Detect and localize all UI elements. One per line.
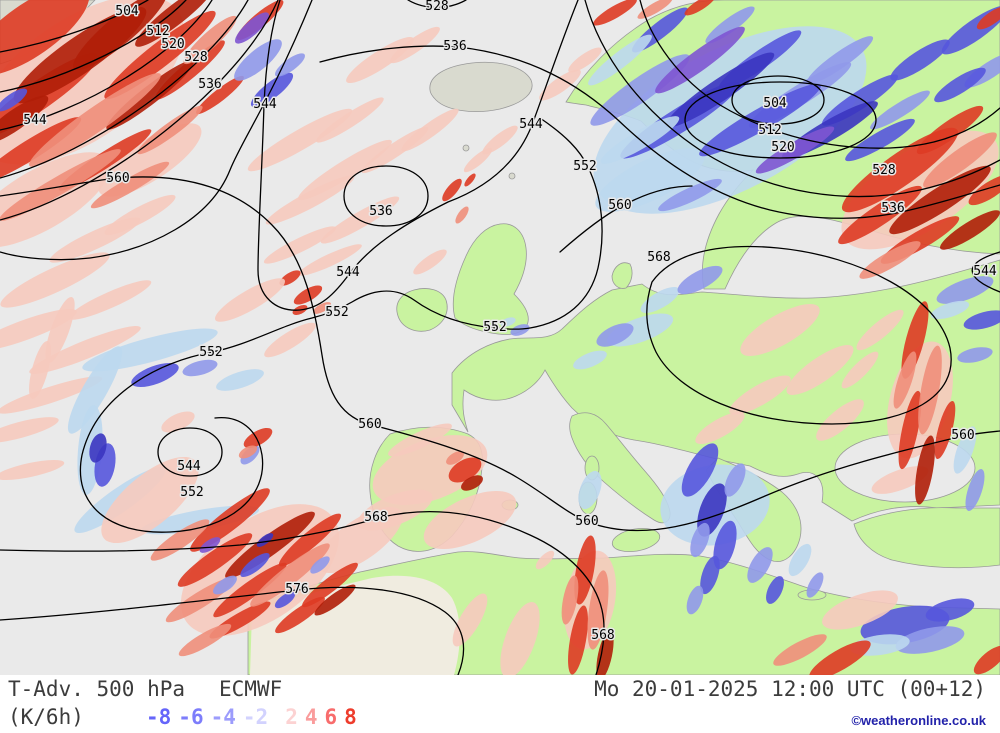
legend-value-2: 2 xyxy=(285,705,298,729)
contour-line-512 xyxy=(0,0,187,93)
contour-line-544-right xyxy=(971,251,1000,293)
contour-labels-layer: 5045125205285365445605285365445445525605… xyxy=(22,0,999,645)
legend-value-8: 8 xyxy=(344,705,357,729)
geopotential-contours xyxy=(0,0,1000,675)
land-iceland xyxy=(429,61,533,112)
color-scale-legend: -8 -6 -4 -2 2 4 6 8 xyxy=(146,705,357,729)
contour-label-544: 544 xyxy=(23,113,47,128)
land-turkey xyxy=(853,507,1000,569)
caption-bar: T-Adv. 500 hPa ECMWF (K/6h) -8 -6 -4 -2 2 4 6 8 … xyxy=(0,675,1000,733)
contour-line-576 xyxy=(0,586,465,675)
contour-label-552: 552 xyxy=(325,305,348,320)
contour-label-504: 504 xyxy=(763,96,787,111)
parameter-row: T-Adv. 500 hPa ECMWF xyxy=(8,677,282,701)
contour-label-568: 568 xyxy=(647,250,670,265)
legend-value-4: 4 xyxy=(304,705,318,729)
contour-label-536: 536 xyxy=(443,39,466,54)
contour-line-504-low xyxy=(731,75,825,125)
contour-line-568-south xyxy=(0,510,605,675)
contour-label-536: 536 xyxy=(198,77,221,92)
contour-label-512: 512 xyxy=(146,24,169,39)
copyright-link[interactable]: ©weatheronline.co.uk xyxy=(851,713,986,728)
contour-label-560: 560 xyxy=(106,171,129,186)
contour-line-552-spiral xyxy=(79,117,603,533)
contour-label-560: 560 xyxy=(575,514,598,529)
contour-label-544: 544 xyxy=(177,459,201,474)
contour-label-528: 528 xyxy=(872,163,895,178)
contour-label-520: 520 xyxy=(161,37,184,52)
legend-value-6: 6 xyxy=(324,705,338,729)
contour-label-544: 544 xyxy=(253,97,277,112)
contour-label-536: 536 xyxy=(881,201,904,216)
contour-line-512-low xyxy=(684,81,877,159)
land-faroe xyxy=(462,144,470,152)
contour-line-544-trough xyxy=(257,0,579,311)
contour-label-528: 528 xyxy=(425,0,448,14)
contour-line-560-north xyxy=(559,185,693,253)
contour-line-536-long xyxy=(319,45,1000,219)
contour-label-560: 560 xyxy=(358,417,381,432)
contour-line-536 xyxy=(0,0,279,221)
contour-label-544: 544 xyxy=(519,117,543,132)
contour-label-560: 560 xyxy=(951,428,974,443)
valid-time: Mo 20-01-2025 12:00 UTC (00+12) xyxy=(594,677,986,701)
contour-label-552: 552 xyxy=(483,320,506,335)
contour-line-536-iceland xyxy=(343,165,429,227)
contour-line-568-ridge xyxy=(646,245,952,425)
desert-interior xyxy=(250,575,460,675)
contour-label-536: 536 xyxy=(369,204,392,219)
contour-label-552: 552 xyxy=(199,345,222,360)
contour-label-544: 544 xyxy=(973,264,997,279)
parameter-title: T-Adv. 500 hPa xyxy=(8,677,186,701)
contour-label-544: 544 xyxy=(336,265,360,280)
contour-label-520: 520 xyxy=(771,140,794,155)
land-sicily xyxy=(611,527,661,553)
contour-line-528-low xyxy=(584,0,1000,198)
model-name: ECMWF xyxy=(219,677,283,701)
contour-line-528-top xyxy=(407,0,467,9)
land-denmark xyxy=(611,262,633,289)
legend-value--6: -6 xyxy=(178,705,204,729)
contour-label-504: 504 xyxy=(115,4,139,19)
legend-value--8: -8 xyxy=(146,705,172,729)
units-label: (K/6h) xyxy=(8,705,84,729)
legend-value--4: -4 xyxy=(210,705,236,729)
land-britain xyxy=(452,223,529,335)
contour-line-520 xyxy=(0,0,213,131)
weather-map-svg: 5045125205285365445605285365445445525605… xyxy=(0,0,1000,675)
contour-label-512: 512 xyxy=(758,123,781,138)
contour-line-544-cutoff xyxy=(157,427,223,477)
contour-line-504 xyxy=(0,0,149,53)
map-area: 504 512 520 528 536 544 560 528 536 544 544 552 560 5… xyxy=(0,0,1000,675)
advection-shading-layer xyxy=(0,0,1000,675)
contour-label-552: 552 xyxy=(180,485,203,500)
legend-value--2: -2 xyxy=(242,705,269,729)
contour-label-568: 568 xyxy=(364,510,387,525)
contour-label-552: 552 xyxy=(573,159,596,174)
contour-line-528 xyxy=(0,0,249,179)
contour-line-560-snake xyxy=(0,176,1000,532)
contour-label-576: 576 xyxy=(285,582,308,597)
contour-label-560: 560 xyxy=(608,198,631,213)
contour-label-568: 568 xyxy=(591,628,614,643)
land-shetland xyxy=(508,172,516,180)
contour-line-520-low xyxy=(639,0,1000,149)
contour-label-528: 528 xyxy=(184,50,207,65)
